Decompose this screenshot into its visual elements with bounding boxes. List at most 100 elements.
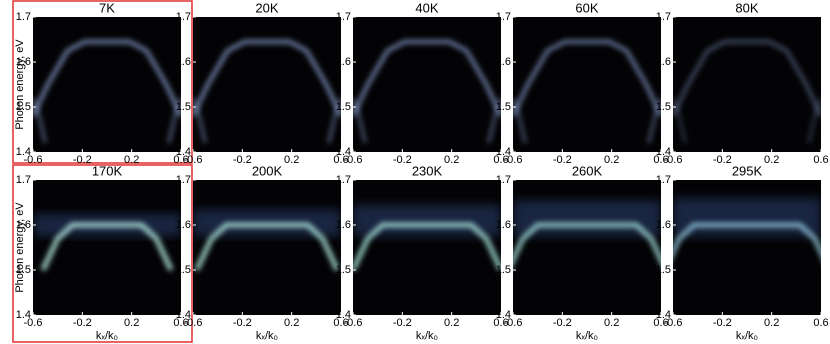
y-tick-label: 1.5 <box>176 264 191 276</box>
heatmap <box>673 34 821 144</box>
y-tick-label: 1.4 <box>496 309 511 321</box>
y-tick-label: 1.6 <box>16 56 31 68</box>
y-tick-label: 1.5 <box>656 101 671 113</box>
panel-title: 80K <box>735 0 758 15</box>
x-tick-label: 0.6 <box>653 317 668 329</box>
y-tick-label: 1.7 <box>656 174 671 186</box>
heatmap <box>193 34 341 144</box>
y-tick-label: 1.7 <box>176 174 191 186</box>
y-tick-label: 1.4 <box>656 146 671 158</box>
heatmap <box>33 34 181 144</box>
x-tick-label: -0.6 <box>184 154 203 166</box>
panel-title: 200K <box>252 163 283 178</box>
y-tick-label: 1.6 <box>176 219 191 231</box>
y-tick-label: 1.6 <box>336 56 351 68</box>
y-tick-label: 1.5 <box>496 101 511 113</box>
y-axis-label: Photon energy, eV <box>14 39 26 130</box>
x-tick-label: -0.2 <box>393 154 412 166</box>
y-tick-label: 1.5 <box>16 101 31 113</box>
x-tick-label: 0.2 <box>124 317 139 329</box>
x-tick-label: -0.6 <box>24 154 43 166</box>
x-axis-label: kₓ/k₀ <box>96 330 118 342</box>
x-axis-label: kₓ/k₀ <box>736 330 758 342</box>
x-tick-label: -0.2 <box>553 154 572 166</box>
y-tick-label: 1.5 <box>16 264 31 276</box>
highlight-box <box>12 0 193 164</box>
panel-title: 295K <box>732 163 763 178</box>
y-tick-label: 1.7 <box>336 174 351 186</box>
x-tick-label: 0.6 <box>173 154 188 166</box>
heatmap <box>193 209 341 272</box>
x-tick-label: 0.2 <box>764 154 779 166</box>
y-tick-label: 1.5 <box>176 101 191 113</box>
x-tick-label: -0.6 <box>344 154 363 166</box>
x-tick-label: -0.6 <box>504 317 523 329</box>
y-tick-label: 1.4 <box>496 146 511 158</box>
y-tick-label: 1.5 <box>336 264 351 276</box>
y-tick-label: 1.7 <box>176 11 191 23</box>
y-tick-label: 1.6 <box>656 56 671 68</box>
heatmap <box>673 198 821 258</box>
dispersion <box>513 97 661 144</box>
y-axis-label: Photon energy, eV <box>14 202 26 293</box>
y-tick-label: 1.7 <box>496 11 511 23</box>
dispersion <box>513 39 661 117</box>
x-tick-label: 0.2 <box>444 154 459 166</box>
y-tick-label: 1.5 <box>656 264 671 276</box>
x-axis-label: kₓ/k₀ <box>576 330 598 342</box>
x-tick-label: -0.6 <box>664 317 683 329</box>
dispersion <box>353 222 501 272</box>
dispersion <box>353 97 501 144</box>
dispersion <box>33 97 181 144</box>
heatmap <box>353 204 501 272</box>
y-tick-label: 1.4 <box>656 309 671 321</box>
panel-title: 260K <box>572 163 603 178</box>
plot-area <box>353 180 501 315</box>
highlight-box <box>12 164 193 343</box>
x-tick-label: 0.2 <box>444 317 459 329</box>
dispersion <box>673 97 821 144</box>
x-tick-label: 0.2 <box>284 154 299 166</box>
x-tick-label: 0.6 <box>333 317 348 329</box>
y-tick-label: 1.4 <box>16 146 31 158</box>
x-tick-label: -0.2 <box>713 154 732 166</box>
dispersion <box>513 222 661 266</box>
heatmap <box>513 200 661 266</box>
y-tick-label: 1.7 <box>656 11 671 23</box>
y-tick-label: 1.6 <box>496 219 511 231</box>
plot-area <box>193 180 341 315</box>
dispersion <box>33 39 181 117</box>
y-tick-label: 1.4 <box>176 309 191 321</box>
x-tick-label: -0.2 <box>233 317 252 329</box>
plot-area <box>33 180 181 315</box>
x-axis-label: kₓ/k₀ <box>416 330 438 342</box>
x-tick-label: 0.6 <box>333 154 348 166</box>
y-tick-label: 1.7 <box>496 174 511 186</box>
x-tick-label: -0.6 <box>504 154 523 166</box>
y-tick-label: 1.4 <box>16 309 31 321</box>
heatmap <box>513 34 661 144</box>
y-tick-label: 1.4 <box>336 146 351 158</box>
x-tick-label: -0.6 <box>344 317 363 329</box>
heatmap <box>353 34 501 144</box>
x-tick-label: 0.6 <box>813 154 828 166</box>
y-tick-label: 1.6 <box>496 56 511 68</box>
heatmap <box>33 213 181 272</box>
panel-title: 40K <box>415 0 438 15</box>
y-tick-label: 1.6 <box>176 56 191 68</box>
y-tick-label: 1.6 <box>656 219 671 231</box>
x-tick-label: 0.2 <box>604 154 619 166</box>
panel-title: 170K <box>92 163 123 178</box>
y-tick-label: 1.6 <box>336 219 351 231</box>
x-tick-label: 0.2 <box>604 317 619 329</box>
x-tick-label: 0.2 <box>764 317 779 329</box>
x-tick-label: -0.2 <box>73 154 92 166</box>
y-tick-label: 1.7 <box>16 11 31 23</box>
dispersion <box>673 39 821 117</box>
dispersion <box>353 39 501 117</box>
x-axis-label: kₓ/k₀ <box>256 330 278 342</box>
panel-title: 230K <box>412 163 443 178</box>
x-tick-label: 0.6 <box>653 154 668 166</box>
dispersion <box>673 222 821 258</box>
